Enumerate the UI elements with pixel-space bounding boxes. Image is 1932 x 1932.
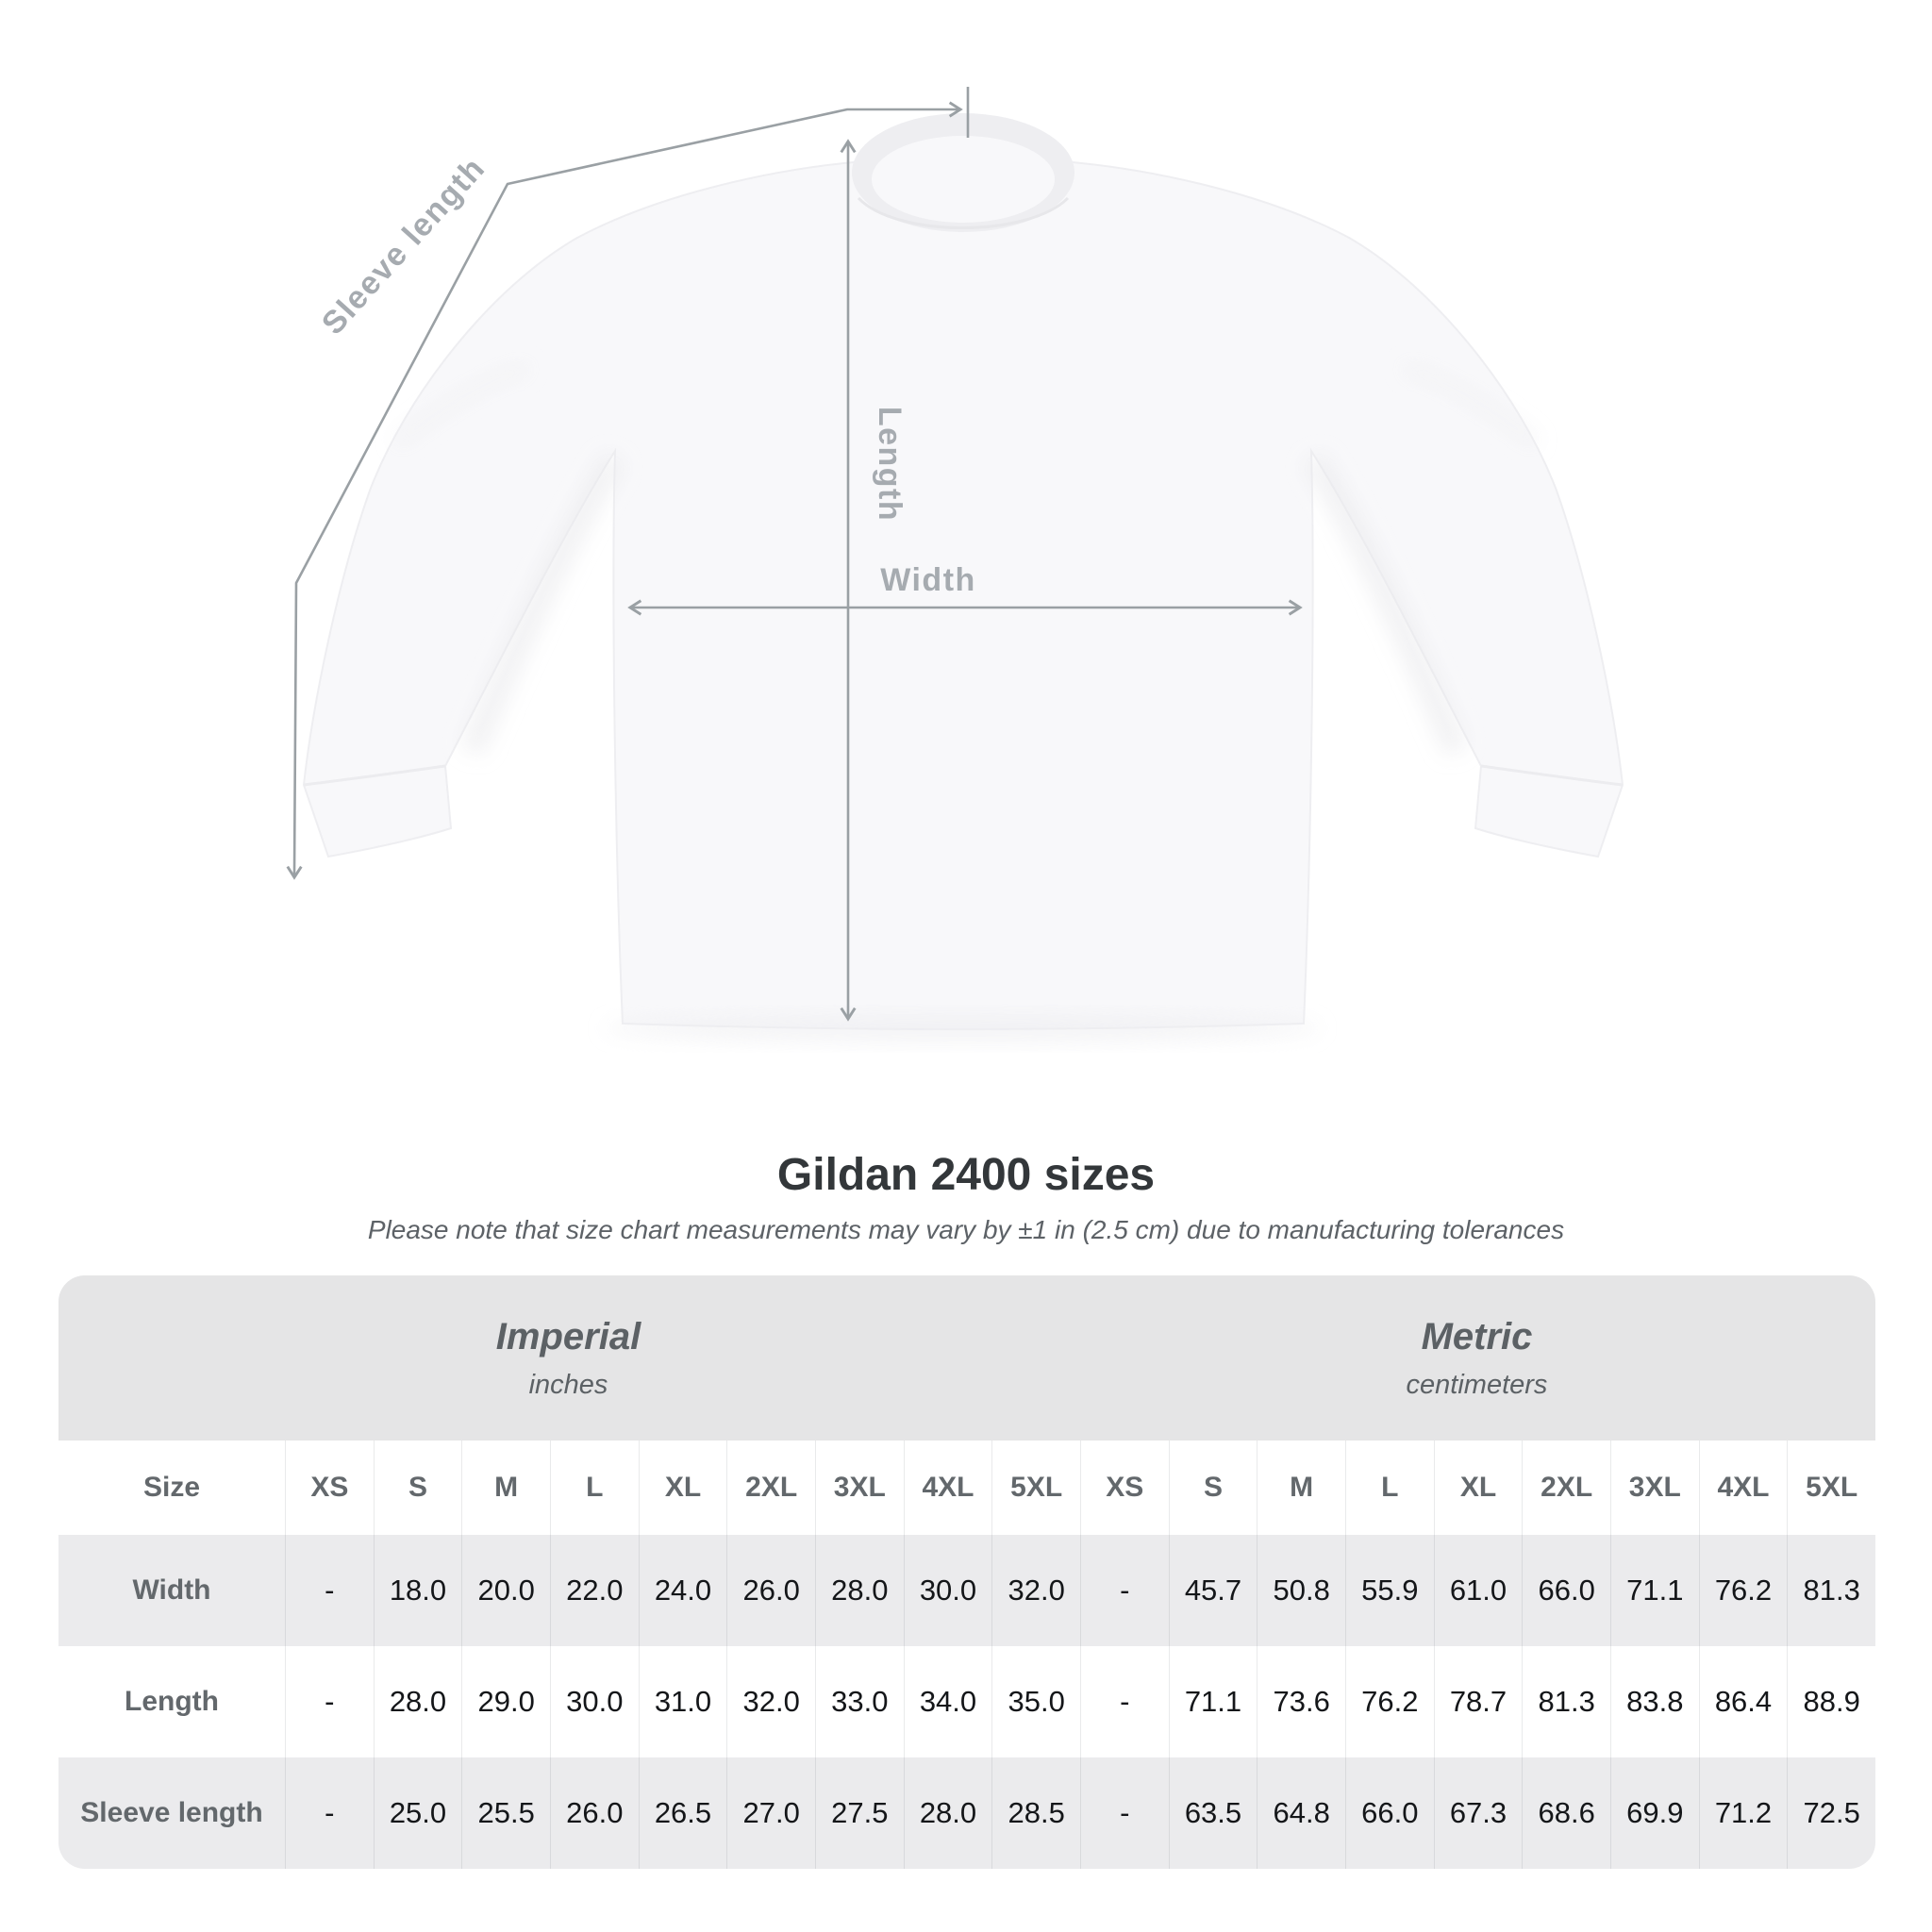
row-label: Width xyxy=(132,1574,211,1606)
metric-subtitle: centimeters xyxy=(1406,1369,1548,1400)
metric-value: 83.8 xyxy=(1609,1646,1699,1757)
metric-value: 66.0 xyxy=(1344,1757,1434,1869)
metric-value: 67.3 xyxy=(1433,1757,1523,1869)
metric-size-header: 4XL xyxy=(1698,1441,1788,1535)
measurement-row: Length -28.0 29.0 30.0 31.0 32.0 33.0 34.0 35.0-… xyxy=(58,1646,1875,1757)
imperial-value: - xyxy=(285,1535,374,1646)
metric-value: 71.2 xyxy=(1698,1757,1788,1869)
imperial-value: 22.0 xyxy=(549,1535,639,1646)
metric-value: 73.6 xyxy=(1257,1646,1345,1757)
size-column-label: Size xyxy=(142,1472,201,1503)
metric-title: Metric xyxy=(1421,1315,1533,1357)
size-header-row: Size XS S M L XL 2XL 3XL 4XL 5XL XS S M L XL 2XL 3XL 4XL 5… xyxy=(58,1441,1875,1535)
metric-size-header: XS xyxy=(1079,1441,1169,1535)
imperial-value: 24.0 xyxy=(638,1535,727,1646)
metric-value: - xyxy=(1079,1646,1169,1757)
imperial-size-header: L xyxy=(549,1441,639,1535)
metric-value: 61.0 xyxy=(1433,1535,1523,1646)
metric-value: 76.2 xyxy=(1344,1646,1434,1757)
imperial-value: 32.0 xyxy=(991,1535,1080,1646)
metric-value: 63.5 xyxy=(1168,1757,1257,1869)
metric-value: 88.9 xyxy=(1787,1646,1875,1757)
imperial-value: 35.0 xyxy=(991,1646,1080,1757)
imperial-value: 20.0 xyxy=(461,1535,550,1646)
metric-size-header: L xyxy=(1344,1441,1434,1535)
metric-value: 50.8 xyxy=(1257,1535,1345,1646)
right-cuff-seam xyxy=(1480,764,1624,787)
width-label: Width xyxy=(880,562,976,598)
metric-unit-header: Metric centimeters xyxy=(1078,1275,1875,1441)
shirt-diagram: Sleeve length Length Width xyxy=(286,87,1624,1041)
imperial-value: 25.5 xyxy=(461,1757,550,1869)
metric-value: - xyxy=(1079,1757,1169,1869)
length-label: Length xyxy=(872,407,908,522)
page-title: Gildan 2400 sizes xyxy=(776,1150,1156,1200)
measurement-row: Sleeve length -25.0 25.5 26.0 26.5 27.0 27.5 28… xyxy=(58,1757,1875,1869)
imperial-value: 32.0 xyxy=(726,1646,815,1757)
measurement-row: Width -18.0 20.0 22.0 24.0 26.0 28.0 30.0 32.0-4… xyxy=(58,1535,1875,1646)
metric-size-header: S xyxy=(1168,1441,1257,1535)
metric-size-header: XL xyxy=(1433,1441,1523,1535)
metric-value: 86.4 xyxy=(1698,1646,1788,1757)
imperial-value: 27.5 xyxy=(814,1757,904,1869)
imperial-value: 29.0 xyxy=(461,1646,550,1757)
imperial-value: 30.0 xyxy=(903,1535,992,1646)
imperial-unit-header: Imperial inches xyxy=(58,1275,1078,1441)
imperial-value: 26.5 xyxy=(638,1757,727,1869)
imperial-size-header: S xyxy=(373,1441,462,1535)
imperial-value: 34.0 xyxy=(903,1646,992,1757)
row-label: Sleeve length xyxy=(80,1797,263,1828)
imperial-value: 28.0 xyxy=(373,1646,462,1757)
imperial-value: 26.0 xyxy=(549,1757,639,1869)
metric-value: 72.5 xyxy=(1787,1757,1875,1869)
metric-value: 68.6 xyxy=(1522,1757,1610,1869)
imperial-size-header: 5XL xyxy=(991,1441,1080,1535)
metric-size-header: 3XL xyxy=(1609,1441,1699,1535)
metric-value: 78.7 xyxy=(1433,1646,1523,1757)
metric-value: - xyxy=(1079,1535,1169,1646)
imperial-value: 28.5 xyxy=(991,1757,1080,1869)
size-table: Imperial inches Metric centimeters Size X… xyxy=(58,1275,1875,1869)
imperial-size-header: 3XL xyxy=(814,1441,904,1535)
imperial-size-header: 2XL xyxy=(726,1441,815,1535)
sleeve-length-line xyxy=(286,101,963,880)
imperial-size-header: XL xyxy=(638,1441,727,1535)
metric-value: 45.7 xyxy=(1168,1535,1257,1646)
imperial-value: 30.0 xyxy=(549,1646,639,1757)
metric-size-header: 5XL xyxy=(1787,1441,1875,1535)
imperial-value: 25.0 xyxy=(373,1757,462,1869)
metric-value: 66.0 xyxy=(1522,1535,1610,1646)
metric-value: 81.3 xyxy=(1522,1646,1610,1757)
metric-value: 69.9 xyxy=(1609,1757,1699,1869)
metric-value: 55.9 xyxy=(1344,1535,1434,1646)
metric-value: 81.3 xyxy=(1787,1535,1875,1646)
imperial-value: 18.0 xyxy=(373,1535,462,1646)
imperial-value: 27.0 xyxy=(726,1757,815,1869)
imperial-size-header: XS xyxy=(285,1441,374,1535)
tolerance-note: Please note that size chart measurements… xyxy=(367,1215,1565,1244)
imperial-value: - xyxy=(285,1757,374,1869)
imperial-value: 28.0 xyxy=(903,1757,992,1869)
imperial-title: Imperial xyxy=(495,1315,641,1357)
metric-value: 76.2 xyxy=(1698,1535,1788,1646)
metric-value: 64.8 xyxy=(1257,1757,1345,1869)
collar-inner xyxy=(872,136,1055,223)
sleeve-length-label: Sleeve length xyxy=(315,150,492,341)
imperial-value: 33.0 xyxy=(814,1646,904,1757)
imperial-value: 28.0 xyxy=(814,1535,904,1646)
metric-size-header: M xyxy=(1257,1441,1345,1535)
row-label: Length xyxy=(125,1686,219,1717)
metric-size-header: 2XL xyxy=(1522,1441,1610,1535)
imperial-value: 31.0 xyxy=(638,1646,727,1757)
imperial-size-header: 4XL xyxy=(903,1441,992,1535)
imperial-value: 26.0 xyxy=(726,1535,815,1646)
imperial-size-header: M xyxy=(461,1441,550,1535)
imperial-value: - xyxy=(285,1646,374,1757)
metric-value: 71.1 xyxy=(1168,1646,1257,1757)
size-table-body: Size XS S M L XL 2XL 3XL 4XL 5XL XS S M L XL 2XL 3XL 4XL 5… xyxy=(58,1441,1875,1869)
unit-header-row: Imperial inches Metric centimeters xyxy=(58,1275,1875,1441)
imperial-subtitle: inches xyxy=(528,1369,608,1400)
metric-value: 71.1 xyxy=(1609,1535,1699,1646)
